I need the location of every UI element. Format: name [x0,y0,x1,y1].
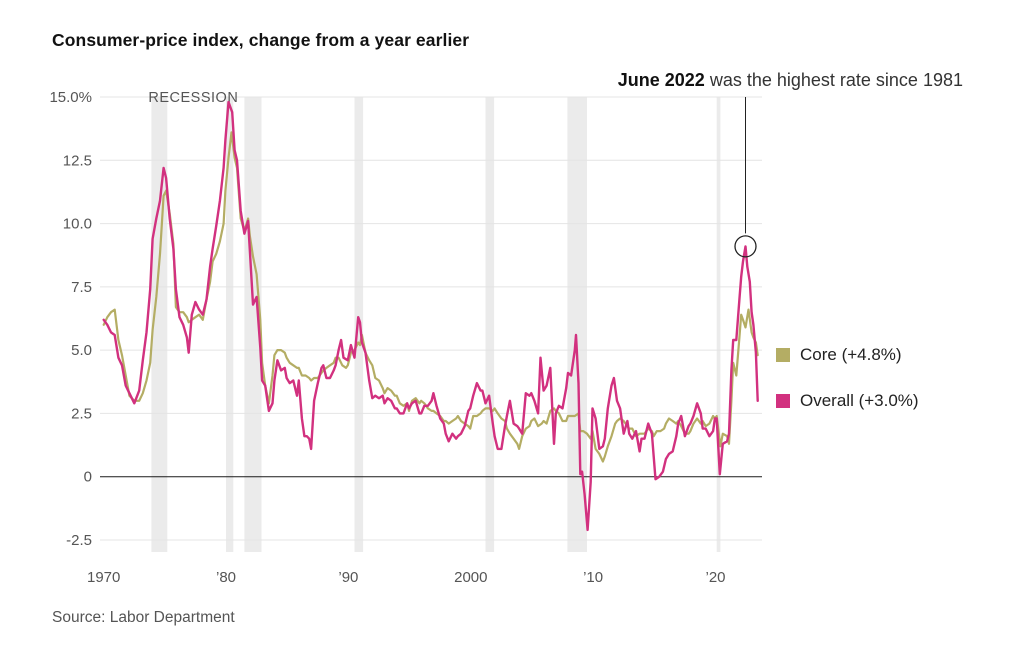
highlight-circle [734,235,757,258]
y-tick-label: 5.0 [71,342,92,359]
core-swatch-icon [776,348,790,362]
chart-legend: Core (+4.8%) Overall (+3.0%) [776,345,919,411]
y-tick-label: 10.0 [63,216,92,233]
chart-title: Consumer-price index, change from a year… [52,30,470,50]
annotation-text: was the highest rate since 1981 [704,70,963,90]
y-tick-label: -2.5 [66,532,92,549]
overall-line [102,100,759,532]
source-note: Source: Labor Department [52,609,235,626]
x-tick-label: 2000 [454,569,487,586]
recession-band [226,97,234,552]
core-line [102,131,759,463]
recession-label: RECESSION [148,90,238,106]
legend-label-overall: Overall (+3.0%) [800,391,919,410]
recession-band [485,97,495,552]
y-tick-label: 12.5 [63,152,92,169]
x-tick-label: ’10 [583,569,603,586]
x-tick-label: 1970 [87,569,120,586]
y-tick-label: 2.5 [71,405,92,422]
recession-band [567,97,587,552]
overall-swatch-icon [776,394,790,408]
legend-label-core: Core (+4.8%) [800,345,902,364]
annotation-date: June 2022 [617,70,705,90]
x-tick-label: ’80 [216,569,236,586]
legend-item-overall: Overall (+3.0%) [776,391,919,411]
recession-band [354,97,364,552]
recession-band [244,97,262,552]
legend-item-core: Core (+4.8%) [776,345,919,365]
annotation-highest-rate: June 2022 was the highest rate since 198… [618,70,963,91]
y-tick-label: 7.5 [71,279,92,296]
recession-band [716,97,721,552]
x-tick-label: ’20 [705,569,725,586]
x-tick-label: ’90 [338,569,358,586]
y-tick-label: 0 [84,469,92,486]
y-tick-label: 15.0% [49,89,92,106]
